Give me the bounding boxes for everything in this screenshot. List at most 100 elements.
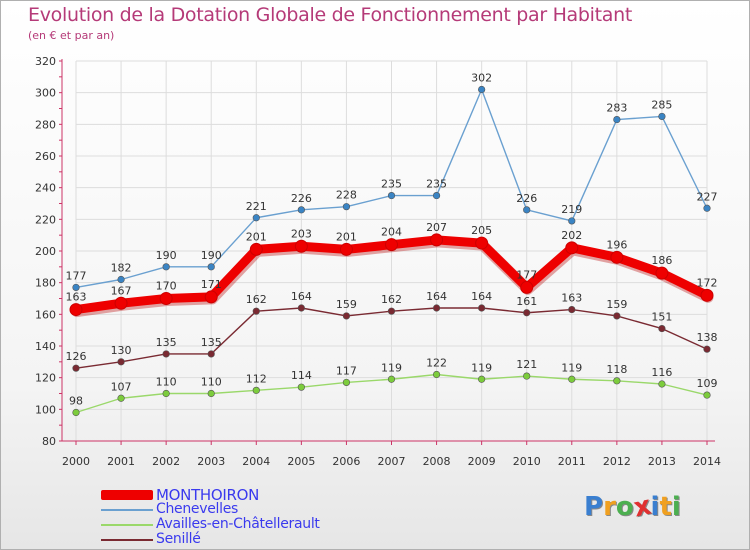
proxiti-logo: Proxiti	[584, 491, 681, 524]
data-label-monthoiron-2010: 177	[516, 268, 537, 281]
data-point-availles-en-chatellerault-2012	[613, 377, 621, 385]
data-label-monthoiron-2006: 201	[336, 230, 357, 243]
data-point-chenevelles-2009	[478, 85, 486, 94]
data-point-senille-2014	[703, 345, 711, 353]
data-point-availles-en-chatellerault-2003	[207, 389, 215, 398]
data-label-senille-2010: 161	[516, 295, 537, 308]
data-label-chenevelles-2005: 226	[291, 192, 312, 205]
data-label-monthoiron-2005: 203	[291, 227, 312, 240]
x-tick-label-2002: 2002	[152, 455, 180, 468]
data-point-chenevelles-2007	[387, 191, 396, 200]
logo-letter: i	[650, 492, 660, 522]
data-label-chenevelles-2003: 190	[201, 249, 222, 262]
data-label-availles-en-chatellerault-2008: 122	[426, 357, 447, 370]
data-point-chenevelles-2001	[117, 275, 125, 284]
data-point-availles-en-chatellerault-2005	[297, 383, 305, 391]
data-point-availles-en-chatellerault-2007	[387, 375, 396, 383]
data-label-monthoiron-2003: 171	[201, 278, 222, 291]
data-point-senille-2010	[523, 309, 531, 317]
data-point-senille-2009	[478, 304, 486, 312]
chart-subtitle: (en € et par an)	[28, 29, 115, 42]
y-tick-label-300: 300	[35, 87, 56, 100]
legend-label-monthoiron: MONTHOIRON	[156, 486, 260, 504]
data-label-availles-en-chatellerault-2014: 109	[697, 377, 718, 390]
data-label-monthoiron-2011: 202	[561, 229, 582, 242]
y-tick-label-120: 120	[35, 372, 56, 385]
data-label-chenevelles-2000: 177	[66, 269, 87, 282]
data-label-senille-2005: 164	[291, 290, 312, 303]
data-label-senille-2011: 163	[561, 292, 582, 305]
y-tick-label-280: 280	[35, 118, 56, 131]
data-point-availles-en-chatellerault-2008	[432, 370, 441, 379]
x-tick-label-2012: 2012	[603, 455, 631, 468]
data-point-monthoiron-2006	[339, 242, 353, 256]
data-label-chenevelles-2002: 190	[156, 249, 177, 262]
data-label-chenevelles-2010: 226	[516, 192, 537, 205]
data-point-availles-en-chatellerault-2001	[117, 394, 125, 402]
data-label-chenevelles-2014: 227	[697, 190, 718, 203]
data-point-monthoiron-2005	[294, 239, 308, 253]
data-label-chenevelles-2007: 235	[381, 178, 402, 191]
x-tick-label-2003: 2003	[197, 455, 225, 468]
y-tick-label-200: 200	[35, 245, 56, 258]
data-label-chenevelles-2004: 221	[246, 200, 267, 213]
x-tick-label-2009: 2009	[468, 455, 496, 468]
data-label-availles-en-chatellerault-2007: 119	[381, 361, 402, 374]
data-label-chenevelles-2009: 302	[471, 72, 492, 85]
data-point-chenevelles-2010	[523, 206, 531, 214]
data-label-chenevelles-2006: 228	[336, 189, 357, 202]
data-label-senille-2003: 135	[201, 336, 222, 349]
logo-letter: i	[671, 492, 681, 522]
data-label-availles-en-chatellerault-2005: 114	[291, 369, 312, 382]
data-point-chenevelles-2011	[568, 217, 576, 225]
legend-label-senille: Senillé	[156, 531, 201, 547]
y-tick-label-80: 80	[42, 435, 56, 448]
data-label-monthoiron-2007: 204	[381, 226, 402, 239]
data-label-chenevelles-2001: 182	[111, 262, 132, 275]
data-label-availles-en-chatellerault-2003: 110	[201, 376, 222, 389]
data-point-availles-en-chatellerault-2006	[342, 378, 351, 387]
x-tick-label-2007: 2007	[378, 455, 406, 468]
data-label-availles-en-chatellerault-2013: 116	[651, 366, 672, 379]
x-tick-label-2008: 2008	[423, 455, 451, 468]
data-point-senille-2007	[387, 307, 396, 315]
data-point-senille-2004	[252, 307, 260, 315]
y-tick-label-140: 140	[35, 340, 56, 353]
x-tick-label-2004: 2004	[242, 455, 270, 468]
y-tick-label-180: 180	[35, 277, 56, 290]
data-point-chenevelles-2000	[72, 283, 80, 292]
data-label-chenevelles-2011: 219	[561, 203, 582, 216]
data-label-chenevelles-2013: 285	[651, 98, 672, 111]
data-label-availles-en-chatellerault-2010: 121	[516, 358, 537, 371]
x-tick-label-2014: 2014	[693, 455, 721, 468]
x-tick-label-2010: 2010	[513, 455, 541, 468]
logo-letter: P	[584, 492, 604, 522]
data-point-monthoiron-2014	[700, 288, 714, 302]
data-point-senille-2013	[658, 324, 666, 333]
data-point-monthoiron-2010	[520, 280, 534, 294]
x-tick-label-2000: 2000	[62, 455, 90, 468]
data-label-senille-2002: 135	[156, 336, 177, 349]
logo-letter: t	[659, 492, 672, 522]
legend-swatch-senille	[101, 539, 153, 541]
data-label-senille-2009: 164	[471, 290, 492, 303]
data-point-chenevelles-2006	[342, 203, 351, 211]
data-point-availles-en-chatellerault-2010	[523, 372, 531, 380]
data-point-senille-2003	[207, 350, 215, 358]
y-tick-label-100: 100	[35, 403, 56, 416]
data-point-chenevelles-2008	[432, 191, 441, 200]
y-tick-label-260: 260	[35, 150, 56, 163]
legend-label-availles: Availles-en-Châtellerault	[156, 516, 320, 532]
data-label-monthoiron-2002: 170	[156, 280, 177, 293]
data-point-monthoiron-2002	[159, 292, 173, 305]
data-label-senille-2001: 130	[111, 344, 132, 357]
data-point-availles-en-chatellerault-2002	[162, 389, 170, 398]
label-layer: 177 182 190 190 221 226 228 235 235 302 226 219 283 2…	[66, 72, 718, 408]
data-point-availles-en-chatellerault-2000	[72, 408, 80, 417]
data-label-senille-2004: 162	[246, 293, 267, 306]
data-label-senille-2013: 151	[651, 311, 672, 324]
data-label-availles-en-chatellerault-2001: 107	[111, 380, 132, 393]
data-point-chenevelles-2012	[613, 115, 621, 124]
